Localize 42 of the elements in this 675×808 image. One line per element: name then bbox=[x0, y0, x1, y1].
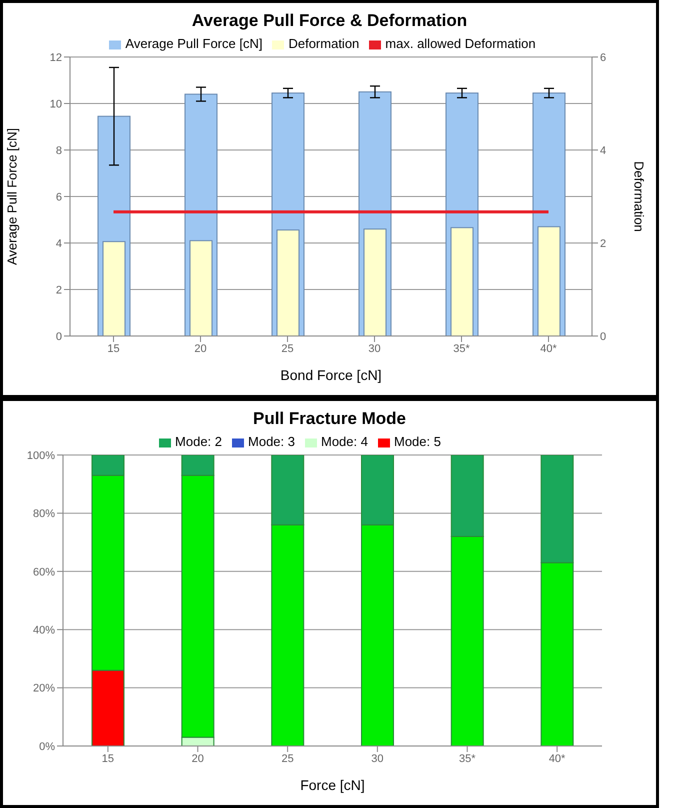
x-axis-title: Force [cN] bbox=[300, 777, 365, 793]
y2-tick-label: 6 bbox=[600, 52, 606, 64]
y-tick-label: 0% bbox=[39, 740, 56, 753]
x-tick-label: 25 bbox=[281, 342, 294, 355]
x-tick-label: 20 bbox=[192, 752, 204, 765]
y-tick-label: 100% bbox=[26, 450, 56, 462]
x-tick-label: 35* bbox=[458, 752, 476, 765]
legend-label: Average Pull Force [cN] bbox=[125, 36, 262, 51]
x-tick-label: 30 bbox=[371, 752, 384, 765]
y2-tick-label: 2 bbox=[600, 238, 606, 250]
y-tick-label: 0 bbox=[56, 330, 62, 343]
y-tick-label: 12 bbox=[50, 52, 62, 64]
legend-label: Mode: 3 bbox=[248, 434, 295, 449]
y-tick-label: 2 bbox=[56, 284, 62, 296]
x-tick-label: 40* bbox=[548, 752, 566, 765]
y-tick-label: 4 bbox=[56, 238, 62, 250]
y-tick-label: 40% bbox=[32, 624, 56, 637]
y2-tick-label: 4 bbox=[600, 144, 606, 157]
legend-label: Deformation bbox=[288, 36, 360, 51]
y-tick-label: 6 bbox=[56, 191, 62, 204]
x-tick-label: 20 bbox=[194, 342, 207, 355]
x-tick-label: 15 bbox=[102, 752, 114, 765]
chart-title: Average Pull Force & Deformation bbox=[190, 11, 468, 31]
y-tick-label: 8 bbox=[56, 144, 62, 157]
chart-title: Pull Fracture Mode bbox=[252, 409, 408, 429]
y-axis-title: Average Pull Force [cN] bbox=[4, 128, 20, 266]
x-axis-title: Bond Force [cN] bbox=[280, 367, 382, 383]
y-tick-label: 10 bbox=[50, 98, 62, 110]
y-tick-label: 20% bbox=[32, 682, 56, 695]
y2-axis-title: Deformation bbox=[631, 161, 646, 232]
x-tick-label: 35* bbox=[453, 342, 470, 355]
y2-tick-label: 0 bbox=[600, 330, 606, 343]
y-tick-label: 80% bbox=[32, 508, 56, 520]
x-tick-label: 15 bbox=[107, 342, 120, 355]
y-tick-label: 60% bbox=[32, 566, 56, 578]
x-tick-label: 30 bbox=[368, 342, 381, 355]
legend-label: Mode: 5 bbox=[394, 434, 441, 449]
x-tick-label: 25 bbox=[281, 752, 294, 765]
x-tick-label: 40* bbox=[540, 342, 558, 355]
legend-label: Mode: 4 bbox=[321, 434, 368, 449]
legend-label: Mode: 2 bbox=[175, 434, 222, 449]
legend-label: max. allowed Deformation bbox=[385, 36, 536, 51]
